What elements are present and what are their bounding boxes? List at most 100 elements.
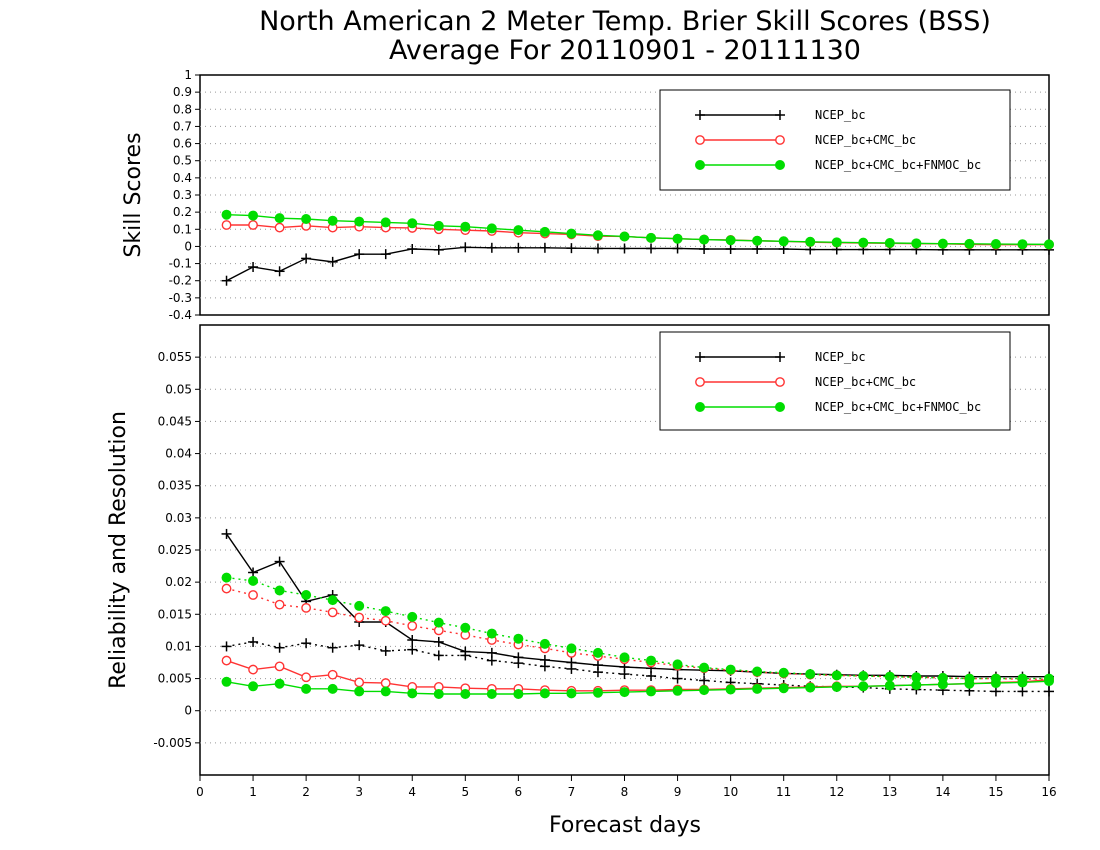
x-tick-label: 4: [408, 785, 416, 799]
x-tick-label: 11: [776, 785, 791, 799]
x-axis-ticks: 0 1 2 3 4 5 6 7 8 9 10 11 12 13 14 15 16: [196, 775, 1057, 799]
y-tick-label: 0.2: [173, 205, 192, 219]
data-point: [407, 611, 418, 622]
data-point: [592, 243, 603, 254]
data-point: [407, 688, 418, 699]
data-point: [592, 687, 603, 698]
y-tick-label: 0: [184, 704, 192, 718]
data-point: [646, 671, 657, 681]
x-tick-label: 5: [461, 785, 469, 799]
legend-box: [659, 331, 1011, 431]
x-tick-label: 14: [935, 785, 950, 799]
x-tick-label: 12: [829, 785, 844, 799]
data-point: [805, 236, 816, 247]
legend-marker: [695, 352, 705, 362]
y-tick-label: 0.1: [173, 222, 192, 236]
data-point: [831, 670, 842, 681]
data-point: [725, 235, 736, 246]
data-point: [858, 671, 869, 681]
legend-marker: [775, 377, 785, 387]
data-point: [274, 599, 285, 610]
data-point: [646, 243, 657, 254]
data-point: [354, 600, 365, 611]
data-point: [354, 640, 365, 651]
data-point: [248, 664, 258, 675]
data-point: [274, 213, 285, 224]
data-point: [327, 215, 338, 226]
data-point: [566, 243, 577, 254]
data-point: [433, 636, 444, 647]
data-point: [1044, 673, 1054, 684]
data-point: [407, 644, 418, 655]
data-point: [380, 217, 391, 228]
x-tick-label: 16: [1041, 785, 1056, 799]
data-point: [274, 585, 285, 596]
data-point: [407, 244, 418, 254]
y-tick-label: -0.4: [169, 308, 192, 322]
data-point: [380, 678, 391, 688]
data-point: [221, 572, 232, 583]
chart-subtitle: Average For 20110901 - 20111130: [389, 35, 861, 66]
data-point: [354, 686, 365, 697]
data-point: [566, 228, 577, 239]
x-tick-label: 8: [621, 785, 629, 799]
data-point: [274, 642, 285, 653]
data-point: [274, 678, 285, 689]
data-point: [566, 643, 577, 654]
series-line: [226, 224, 1049, 246]
data-point: [327, 256, 338, 267]
data-point: [274, 661, 285, 672]
legend-entry: NCEP_bc: [815, 350, 866, 364]
y-tick-label: 0.015: [158, 607, 192, 621]
data-point: [539, 688, 550, 699]
data-point: [1044, 239, 1054, 250]
data-point: [778, 236, 789, 247]
data-point: [911, 672, 922, 683]
data-point: [725, 664, 736, 675]
data-point: [433, 689, 444, 699]
reliability-resolution-panel: Reliability and Resolution -0.005 0 0.005 0…: [106, 324, 1054, 776]
data-point: [486, 689, 497, 699]
legend-marker: [775, 402, 785, 412]
x-tick-label: 10: [723, 785, 738, 799]
x-tick-label: 15: [988, 785, 1003, 799]
y-tick-label: 0.4: [173, 171, 192, 185]
data-point: [221, 655, 232, 666]
data-point: [646, 232, 657, 243]
data-point: [248, 681, 259, 692]
data-point: [221, 641, 232, 652]
data-point: [1044, 686, 1054, 697]
y-tick-label: 0.04: [165, 447, 192, 461]
data-point: [884, 671, 895, 682]
data-point: [248, 210, 259, 221]
data-point: [858, 237, 869, 248]
data-point: [964, 673, 975, 684]
series-line: [225, 533, 1049, 678]
data-point: [433, 650, 444, 661]
data-point: [354, 249, 365, 260]
series-line: [226, 576, 1049, 680]
y-tick-label: 0.03: [165, 511, 192, 525]
legend-marker: [695, 402, 705, 412]
data-point: [937, 672, 948, 683]
data-point: [672, 659, 683, 670]
legend-entry: NCEP_bc+CMC_bc+FNMOC_bc: [815, 400, 981, 414]
data-point: [646, 686, 657, 697]
data-point: [327, 595, 338, 606]
data-point: [274, 266, 285, 277]
data-point: [354, 612, 365, 623]
data-point: [248, 575, 259, 586]
data-point: [752, 683, 763, 694]
legend-entry: NCEP_bc+CMC_bc: [815, 375, 916, 389]
y-tick-label: 0.8: [173, 102, 192, 116]
skill-scores-ylabel: Skill Scores: [121, 132, 146, 257]
data-point: [248, 590, 258, 600]
data-point: [248, 262, 259, 272]
data-point: [831, 237, 842, 248]
y-tick-label: -0.1: [169, 257, 192, 271]
chart-title: North American 2 Meter Temp. Brier Skill…: [259, 6, 991, 37]
y-tick-label: 0.055: [158, 350, 192, 364]
data-point: [619, 652, 630, 663]
x-tick-label: 13: [882, 785, 897, 799]
legend-marker: [775, 110, 785, 120]
